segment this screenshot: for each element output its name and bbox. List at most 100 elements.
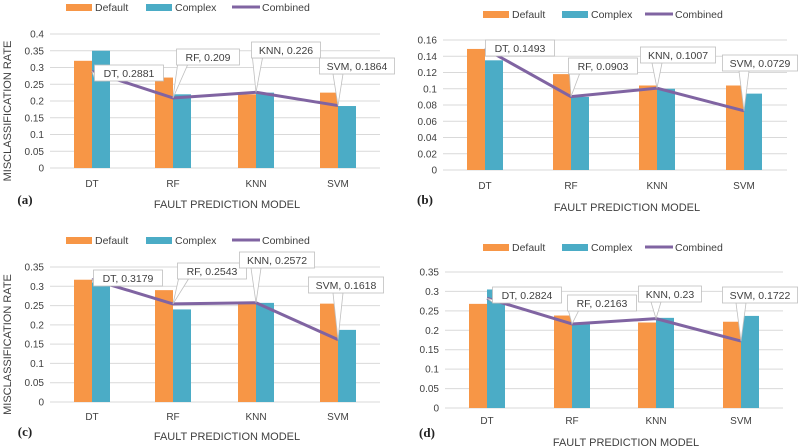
panel-label: (c) xyxy=(18,424,32,439)
y-tick-label: 0.1 xyxy=(425,365,439,376)
bar-complex-rf xyxy=(572,324,590,408)
bar-default-rf xyxy=(155,77,173,168)
bar-default-dt xyxy=(467,48,485,170)
callout-box xyxy=(251,41,321,59)
x-tick-label: RF xyxy=(166,179,179,190)
legend: Default Complex Combined xyxy=(483,242,723,254)
data-label: RF, 0.2163 xyxy=(577,298,628,310)
bar-complex-rf xyxy=(173,94,191,168)
callout-box xyxy=(94,64,164,82)
y-tick-label: 0.3 xyxy=(30,282,44,293)
data-callout: RF, 0.2163 xyxy=(567,294,637,326)
bar-complex-knn xyxy=(256,92,274,168)
y-axis-title: MISCLASSIFICATION RATE xyxy=(2,274,14,415)
y-tick-label: 0.1 xyxy=(423,84,437,95)
bar-default-rf xyxy=(553,74,571,170)
legend-swatch-complex xyxy=(562,11,588,18)
bar-default-knn xyxy=(238,303,256,402)
callout-box xyxy=(239,251,315,269)
callout-box xyxy=(567,294,637,312)
y-tick-label: 0 xyxy=(431,166,437,177)
legend-swatch-default xyxy=(483,244,509,251)
y-tick-label: 0 xyxy=(38,164,44,175)
bar-complex-svm xyxy=(744,93,762,170)
line-combined xyxy=(91,277,339,341)
panel-label: (b) xyxy=(417,192,433,207)
callout-pointer xyxy=(172,64,189,99)
legend-label-default: Default xyxy=(512,242,545,254)
x-tick-label: SVM xyxy=(733,181,755,192)
y-tick-label: 0.05 xyxy=(25,147,45,158)
data-label: KNN, 0.23 xyxy=(646,289,695,301)
data-label: RF, 0.2543 xyxy=(187,266,238,278)
x-tick-label: RF xyxy=(564,181,577,192)
y-tick-label: 0.25 xyxy=(25,301,45,312)
bar-complex-knn xyxy=(256,302,274,402)
y-tick-label: 0.3 xyxy=(30,63,44,74)
legend-label-default: Default xyxy=(512,9,545,21)
y-tick-label: 0.1 xyxy=(30,130,44,141)
data-label: SVM, 0.1864 xyxy=(327,61,388,73)
x-axis-title: FAULT PREDICTION MODEL xyxy=(154,431,300,443)
callout-box xyxy=(93,269,163,287)
x-tick-label: SVM xyxy=(327,412,349,423)
callout-box xyxy=(492,286,562,304)
data-callout: DT, 0.1493 xyxy=(484,39,555,57)
y-tick-label: 0.35 xyxy=(25,46,45,57)
callout-box xyxy=(722,286,798,304)
bar-complex-dt xyxy=(487,289,505,408)
bar-complex-dt xyxy=(485,60,503,170)
y-tick-label: 0.15 xyxy=(25,340,45,351)
bar-complex-knn xyxy=(657,88,675,170)
legend: Default Complex Combined xyxy=(66,235,310,247)
legend-swatch-default xyxy=(66,237,92,244)
legend-swatch-default xyxy=(66,4,92,11)
y-tick-label: 0.04 xyxy=(418,133,438,144)
x-tick-label: SVM xyxy=(730,416,752,427)
data-label: SVM, 0.1618 xyxy=(316,280,377,292)
data-callout: DT, 0.2881 xyxy=(91,64,164,82)
data-label: KNN, 0.226 xyxy=(259,45,313,57)
bar-default-dt xyxy=(469,303,487,408)
data-callout: RF, 0.209 xyxy=(172,48,240,99)
legend-label-complex: Complex xyxy=(591,242,633,254)
chart-panel-c: 0 0.05 0.1 0.15 0.2 0.25 0.3 0.35 DT, 0.3179 RF, … xyxy=(2,235,384,443)
legend-label-combined: Combined xyxy=(675,9,723,21)
callout-pointer xyxy=(650,301,662,321)
y-tick-label: 0.05 xyxy=(420,384,440,395)
legend-label-combined: Combined xyxy=(262,2,310,14)
data-callout: KNN, 0.1007 xyxy=(640,46,716,89)
legend-swatch-complex xyxy=(562,244,588,251)
y-axis-title: MISCLASSIFICATION RATE xyxy=(2,41,14,182)
callout-pointer xyxy=(651,62,663,89)
data-label: DT, 0.2881 xyxy=(104,68,155,80)
y-tick-label: 0.35 xyxy=(25,263,45,274)
x-axis-title: FAULT PREDICTION MODEL xyxy=(154,199,300,211)
data-label: SVM, 0.1722 xyxy=(730,290,791,302)
bar-complex-rf xyxy=(571,96,589,170)
legend-label-complex: Complex xyxy=(175,235,217,247)
data-callout: DT, 0.3179 xyxy=(91,269,163,287)
bar-complex-svm xyxy=(741,315,759,408)
bar-default-knn xyxy=(639,85,657,170)
y-tick-label: 0.25 xyxy=(420,306,440,317)
y-tick-label: 0.02 xyxy=(418,149,438,160)
y-tick-label: 0.35 xyxy=(420,268,440,279)
data-label: SVM, 0.0729 xyxy=(730,58,791,70)
x-tick-label: KNN xyxy=(245,179,266,190)
data-label: KNN, 0.1007 xyxy=(648,50,708,62)
bar-complex-svm xyxy=(338,106,356,168)
legend-label-complex: Complex xyxy=(175,2,217,14)
y-tick-label: 0.2 xyxy=(30,97,44,108)
y-tick-label: 0.08 xyxy=(418,101,438,112)
legend-swatch-complex xyxy=(146,237,172,244)
y-tick-label: 0.2 xyxy=(425,326,439,337)
callout-box xyxy=(485,39,555,57)
callout-pointer xyxy=(250,267,262,303)
y-tick-label: 0.1 xyxy=(30,359,44,370)
callout-box xyxy=(177,262,247,280)
y-tick-label: 0.2 xyxy=(30,320,44,331)
data-label: DT, 0.3179 xyxy=(103,273,154,285)
x-tick-label: RF xyxy=(166,412,179,423)
